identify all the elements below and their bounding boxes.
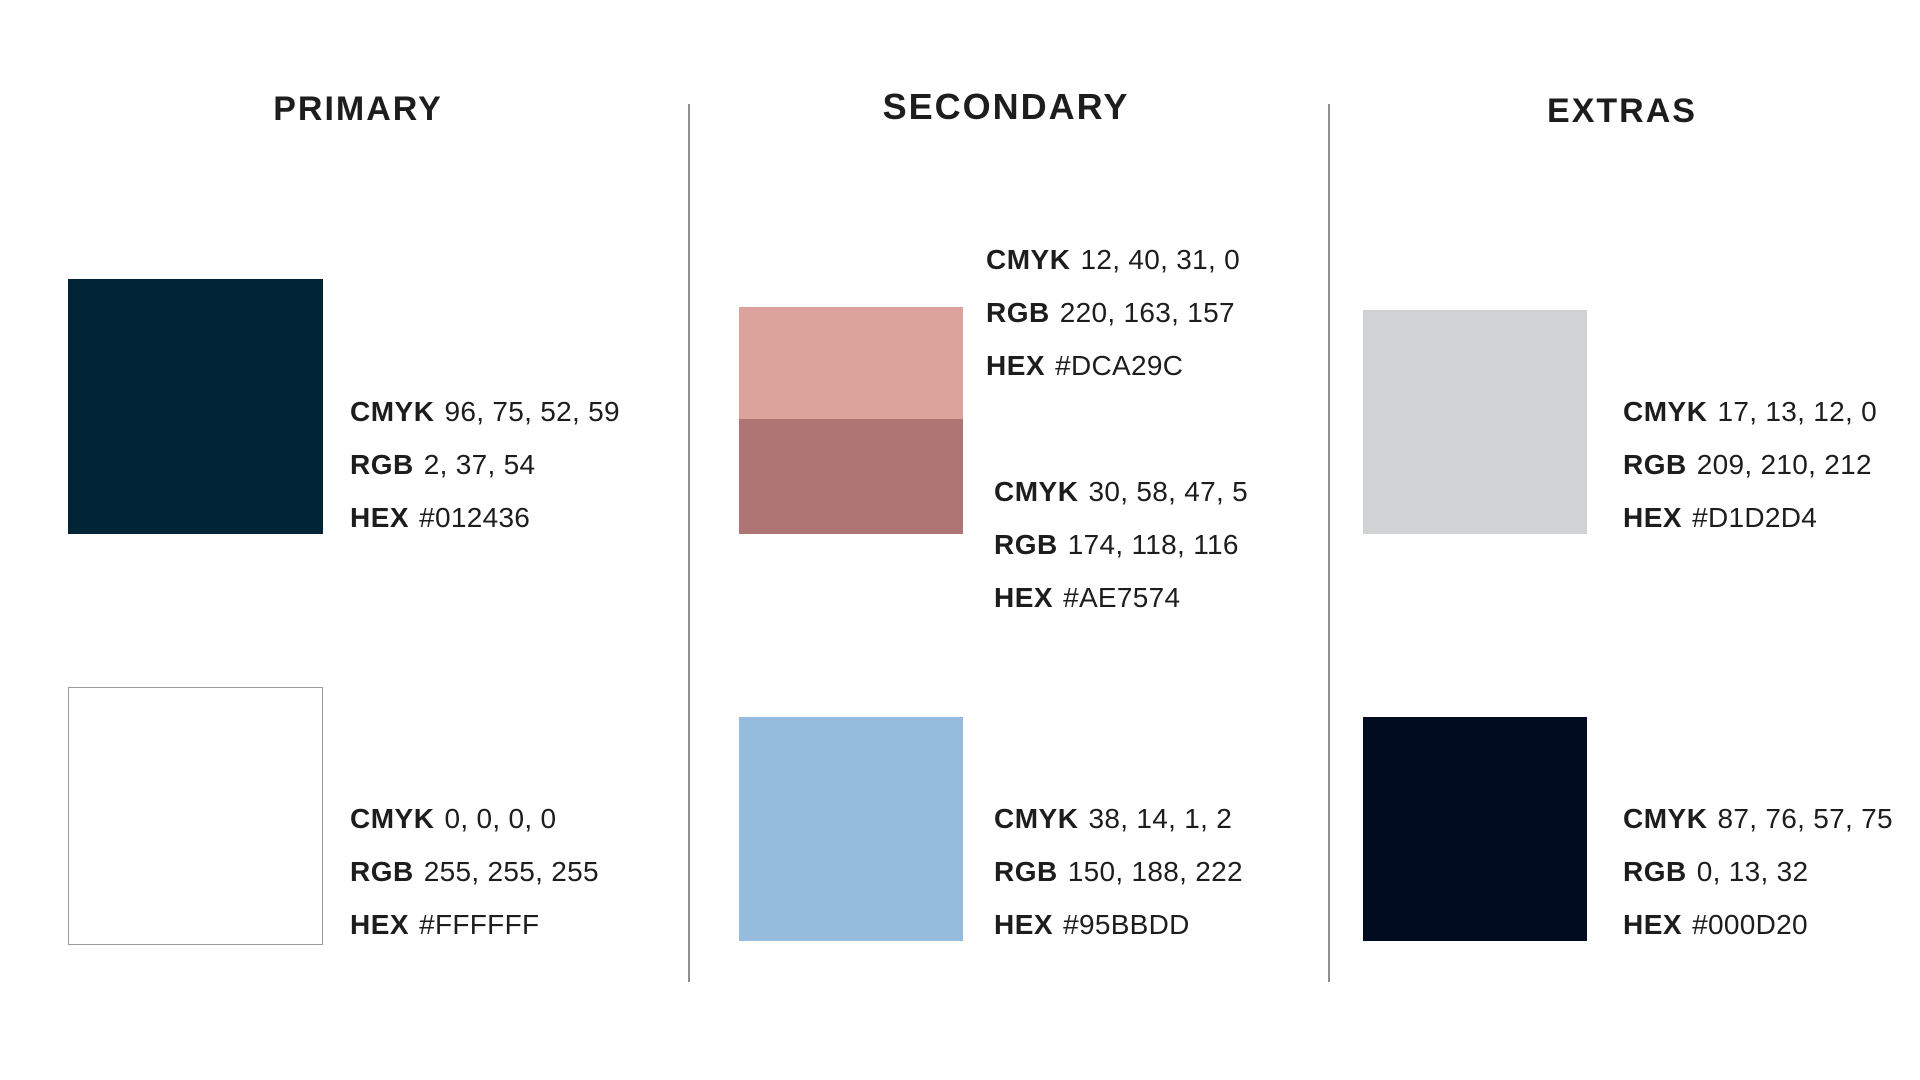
hex-value: #DCA29C xyxy=(1055,350,1184,381)
hex-label: HEX xyxy=(1623,502,1683,533)
rgb-label: RGB xyxy=(986,297,1050,328)
cmyk-line: CMYK 38, 14, 1, 2 xyxy=(994,802,1243,835)
cmyk-line: CMYK 0, 0, 0, 0 xyxy=(350,802,599,835)
hex-line: HEX #DCA29C xyxy=(986,349,1240,382)
cmyk-value: 17, 13, 12, 0 xyxy=(1717,396,1878,427)
rgb-value: 255, 255, 255 xyxy=(423,856,599,887)
rgb-label: RGB xyxy=(350,856,414,887)
hex-value: #D1D2D4 xyxy=(1692,502,1818,533)
hex-value: #FFFFFF xyxy=(419,909,540,940)
swatch-primary-white xyxy=(68,687,323,945)
cmyk-line: CMYK 96, 75, 52, 59 xyxy=(350,395,620,428)
hex-value: #AE7574 xyxy=(1063,582,1181,613)
cmyk-value: 96, 75, 52, 59 xyxy=(444,396,620,427)
cmyk-label: CMYK xyxy=(350,803,435,834)
color-spec-extras-dark-navy: CMYK 87, 76, 57, 75 RGB 0, 13, 32 HEX #000D… xyxy=(1623,802,1893,941)
cmyk-value: 12, 40, 31, 0 xyxy=(1080,244,1241,275)
hex-label: HEX xyxy=(1623,909,1683,940)
rgb-line: RGB 174, 118, 116 xyxy=(994,528,1248,561)
rgb-label: RGB xyxy=(994,529,1058,560)
swatch-secondary-pink xyxy=(739,307,963,419)
swatch-secondary-blue xyxy=(739,717,963,941)
cmyk-line: CMYK 30, 58, 47, 5 xyxy=(994,475,1248,508)
cmyk-line: CMYK 12, 40, 31, 0 xyxy=(986,243,1240,276)
cmyk-label: CMYK xyxy=(1623,396,1708,427)
rgb-line: RGB 209, 210, 212 xyxy=(1623,448,1877,481)
hex-line: HEX #000D20 xyxy=(1623,908,1893,941)
cmyk-label: CMYK xyxy=(986,244,1071,275)
rgb-label: RGB xyxy=(350,449,414,480)
color-spec-secondary-mauve: CMYK 30, 58, 47, 5 RGB 174, 118, 116 HEX #A… xyxy=(994,475,1248,614)
rgb-label: RGB xyxy=(1623,449,1687,480)
color-spec-extras-light-gray: CMYK 17, 13, 12, 0 RGB 209, 210, 212 HEX #D… xyxy=(1623,395,1877,534)
rgb-value: 150, 188, 222 xyxy=(1067,856,1243,887)
swatch-extras-light-gray xyxy=(1363,310,1587,534)
color-spec-primary-dark-navy: CMYK 96, 75, 52, 59 RGB 2, 37, 54 HEX #0124… xyxy=(350,395,620,534)
hex-value: #95BBDD xyxy=(1063,909,1190,940)
cmyk-value: 30, 58, 47, 5 xyxy=(1088,476,1249,507)
column-header-primary: PRIMARY xyxy=(273,90,443,128)
hex-line: HEX #012436 xyxy=(350,501,620,534)
hex-label: HEX xyxy=(994,909,1054,940)
rgb-value: 174, 118, 116 xyxy=(1067,529,1239,560)
hex-line: HEX #D1D2D4 xyxy=(1623,501,1877,534)
hex-label: HEX xyxy=(350,909,410,940)
cmyk-label: CMYK xyxy=(350,396,435,427)
color-spec-secondary-pink: CMYK 12, 40, 31, 0 RGB 220, 163, 157 HEX #D… xyxy=(986,243,1240,382)
hex-value: #000D20 xyxy=(1692,909,1808,940)
rgb-line: RGB 220, 163, 157 xyxy=(986,296,1240,329)
swatch-secondary-mauve xyxy=(739,419,963,534)
cmyk-label: CMYK xyxy=(994,803,1079,834)
cmyk-line: CMYK 17, 13, 12, 0 xyxy=(1623,395,1877,428)
rgb-label: RGB xyxy=(1623,856,1687,887)
cmyk-line: CMYK 87, 76, 57, 75 xyxy=(1623,802,1893,835)
cmyk-value: 38, 14, 1, 2 xyxy=(1088,803,1233,834)
cmyk-value: 87, 76, 57, 75 xyxy=(1717,803,1893,834)
column-divider-left xyxy=(688,104,690,982)
hex-label: HEX xyxy=(994,582,1054,613)
cmyk-label: CMYK xyxy=(1623,803,1708,834)
swatch-primary-dark-navy xyxy=(68,279,323,534)
hex-value: #012436 xyxy=(419,502,531,533)
color-spec-primary-white: CMYK 0, 0, 0, 0 RGB 255, 255, 255 HEX #FFFF… xyxy=(350,802,599,941)
rgb-value: 220, 163, 157 xyxy=(1059,297,1235,328)
hex-line: HEX #AE7574 xyxy=(994,581,1248,614)
hex-label: HEX xyxy=(350,502,410,533)
rgb-value: 209, 210, 212 xyxy=(1696,449,1872,480)
swatch-extras-dark-navy xyxy=(1363,717,1587,941)
rgb-line: RGB 150, 188, 222 xyxy=(994,855,1243,888)
column-divider-right xyxy=(1328,104,1330,982)
rgb-value: 2, 37, 54 xyxy=(423,449,536,480)
rgb-value: 0, 13, 32 xyxy=(1696,856,1809,887)
hex-label: HEX xyxy=(986,350,1046,381)
column-header-extras: EXTRAS xyxy=(1547,92,1697,130)
rgb-line: RGB 255, 255, 255 xyxy=(350,855,599,888)
cmyk-label: CMYK xyxy=(994,476,1079,507)
cmyk-value: 0, 0, 0, 0 xyxy=(444,803,557,834)
hex-line: HEX #FFFFFF xyxy=(350,908,599,941)
rgb-label: RGB xyxy=(994,856,1058,887)
rgb-line: RGB 0, 13, 32 xyxy=(1623,855,1893,888)
rgb-line: RGB 2, 37, 54 xyxy=(350,448,620,481)
color-spec-secondary-blue: CMYK 38, 14, 1, 2 RGB 150, 188, 222 HEX #95… xyxy=(994,802,1243,941)
hex-line: HEX #95BBDD xyxy=(994,908,1243,941)
column-header-secondary: SECONDARY xyxy=(882,86,1130,127)
